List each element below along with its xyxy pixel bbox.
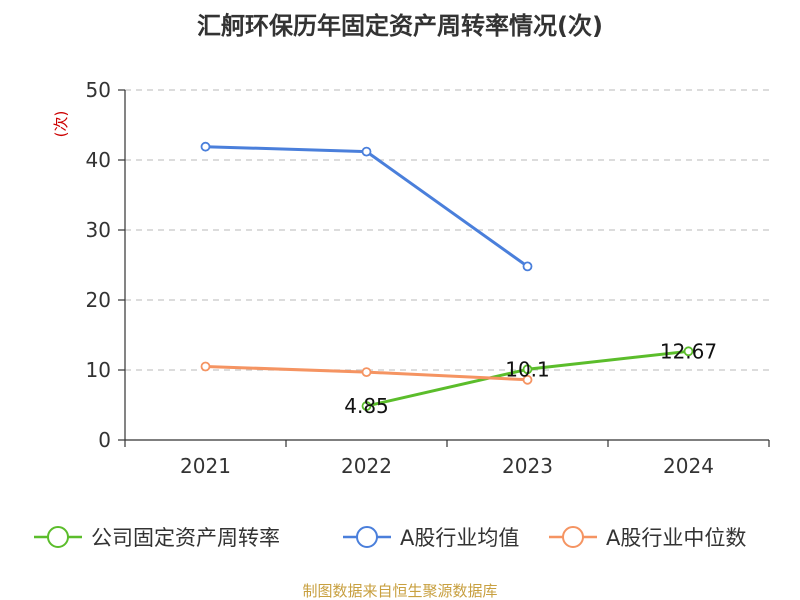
data-point[interactable] <box>683 346 694 357</box>
legend[interactable]: 公司固定资产周转率 A股行业均值 A股行业中位数 <box>34 526 746 550</box>
axes: 0 10 20 30 40 50 2021 2022 2023 2024 <box>86 78 770 478</box>
data-point[interactable] <box>522 364 533 375</box>
x-tick-label: 2023 <box>502 454 553 478</box>
x-tick-label: 2022 <box>341 454 392 478</box>
data-point[interactable] <box>200 141 211 152</box>
legend-label: 公司固定资产周转率 <box>91 526 280 550</box>
y-tick-label: 50 <box>86 78 111 102</box>
data-label: 4.85 <box>344 394 389 418</box>
data-labels: 4.85 10.1 12.67 <box>344 339 717 418</box>
grid-lines <box>125 89 769 371</box>
x-tick-label: 2024 <box>663 454 714 478</box>
legend-marker-icon <box>47 526 69 548</box>
source-note: 制图数据来自恒生聚源数据库 <box>302 582 497 600</box>
data-label: 10.1 <box>505 357 550 381</box>
y-tick-label: 30 <box>86 218 111 242</box>
legend-marker-icon <box>562 526 584 548</box>
legend-item-2[interactable]: A股行业均值 <box>343 526 519 550</box>
data-point[interactable] <box>361 367 372 378</box>
legend-label: A股行业中位数 <box>606 526 746 550</box>
x-tick-label: 2021 <box>180 454 231 478</box>
chart-title: 汇舸环保历年固定资产周转率情况(次) <box>197 12 603 40</box>
data-point[interactable] <box>200 361 211 372</box>
y-axis-unit-label: (次) <box>52 111 70 138</box>
legend-item-3[interactable]: A股行业中位数 <box>549 526 746 550</box>
legend-label: A股行业均值 <box>400 526 519 550</box>
legend-item-1[interactable]: 公司固定资产周转率 <box>34 526 280 550</box>
y-tick-label: 10 <box>86 358 111 382</box>
series-line-2 <box>205 145 529 268</box>
data-point[interactable] <box>522 374 533 385</box>
y-tick-label: 20 <box>86 288 111 312</box>
y-tick-label: 0 <box>98 428 111 452</box>
legend-marker-icon <box>356 526 378 548</box>
data-label: 12.67 <box>660 339 717 363</box>
y-tick-label: 40 <box>86 148 111 172</box>
data-point[interactable] <box>361 146 372 157</box>
data-point[interactable] <box>522 261 533 272</box>
data-point[interactable] <box>361 401 372 411</box>
series-lines <box>200 141 694 411</box>
